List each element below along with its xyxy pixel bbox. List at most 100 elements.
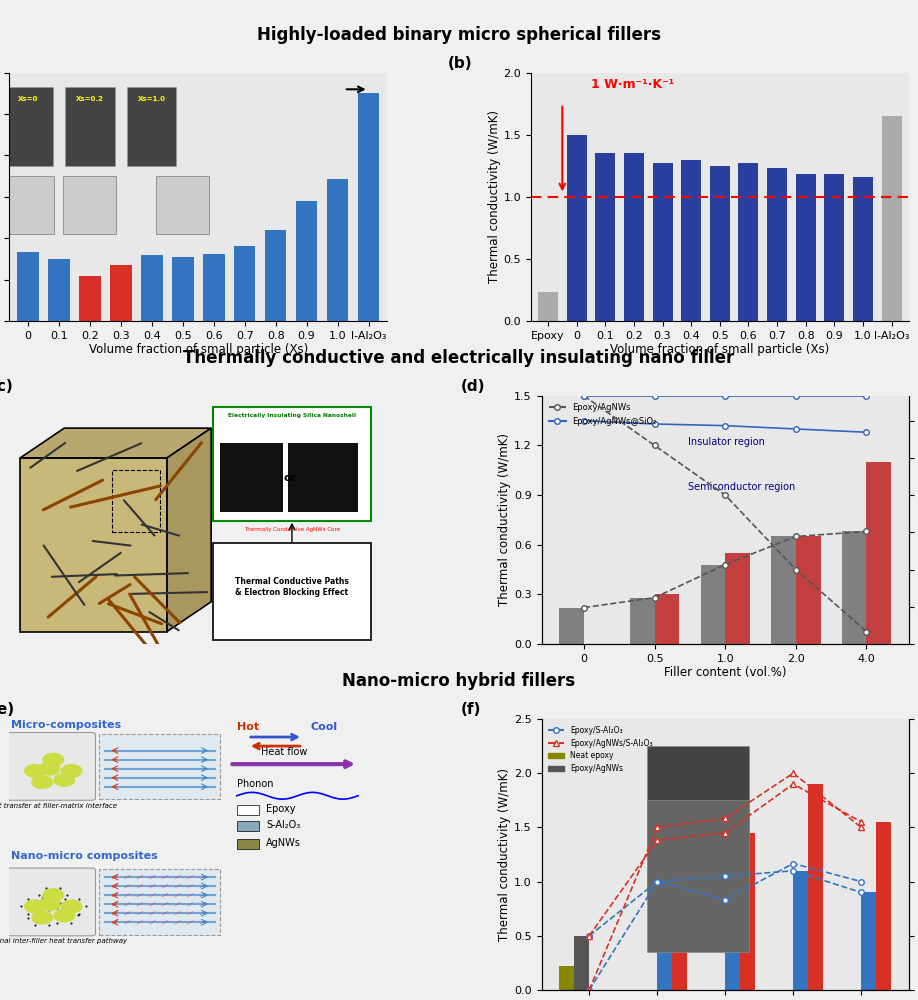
FancyBboxPatch shape (647, 746, 749, 898)
Bar (867, 462, 891, 644)
Bar (264, 230, 286, 321)
Y-axis label: Thermal conductivity (W/mK): Thermal conductivity (W/mK) (487, 110, 500, 283)
Text: Semiconductor region: Semiconductor region (688, 482, 796, 492)
Text: Heat flow: Heat flow (262, 747, 308, 757)
Bar (672, 840, 688, 990)
Text: Hot: Hot (237, 722, 259, 732)
Bar (17, 252, 39, 321)
Bar (48, 259, 70, 321)
Bar (296, 201, 318, 321)
Bar (575, 936, 589, 990)
Text: 1 W·m⁻¹·K⁻¹: 1 W·m⁻¹·K⁻¹ (591, 78, 674, 91)
Bar (595, 153, 615, 321)
Text: Insulator region: Insulator region (688, 437, 766, 447)
Text: (e): (e) (0, 702, 15, 717)
Circle shape (43, 889, 63, 901)
FancyBboxPatch shape (220, 443, 283, 512)
Bar (655, 594, 679, 644)
FancyBboxPatch shape (237, 805, 259, 815)
Circle shape (62, 765, 82, 777)
Circle shape (25, 765, 45, 777)
Bar (657, 882, 672, 990)
Text: S-Al₂O₃: S-Al₂O₃ (266, 820, 300, 830)
Text: Phonon: Phonon (237, 779, 274, 789)
Y-axis label: Thermal conductivity (W/mK): Thermal conductivity (W/mK) (498, 768, 511, 941)
Circle shape (39, 762, 60, 775)
Bar (79, 276, 101, 321)
FancyBboxPatch shape (127, 87, 176, 166)
FancyBboxPatch shape (288, 443, 358, 512)
Bar (624, 153, 644, 321)
Bar (653, 163, 673, 321)
Bar (358, 93, 379, 321)
Text: Nano-micro hybrid fillers: Nano-micro hybrid fillers (342, 672, 576, 690)
Bar (538, 292, 558, 321)
Circle shape (43, 753, 63, 766)
Circle shape (32, 776, 52, 789)
Bar (824, 174, 845, 321)
Bar (861, 892, 876, 990)
FancyBboxPatch shape (3, 87, 52, 166)
Circle shape (39, 898, 60, 910)
Bar (710, 166, 730, 321)
Text: Highly-loaded binary micro spherical fillers: Highly-loaded binary micro spherical fil… (257, 26, 661, 44)
FancyBboxPatch shape (2, 176, 54, 234)
Bar (796, 536, 821, 644)
Bar (740, 833, 756, 990)
Polygon shape (20, 458, 167, 632)
FancyBboxPatch shape (237, 821, 259, 831)
Bar (771, 536, 796, 644)
Text: Thermally Conductive AgNWs Core: Thermally Conductive AgNWs Core (244, 527, 340, 532)
Bar (559, 608, 584, 644)
Bar (172, 257, 194, 321)
X-axis label: Filler content (vol.%): Filler content (vol.%) (664, 666, 787, 679)
Bar (725, 876, 740, 990)
Polygon shape (167, 428, 211, 632)
FancyBboxPatch shape (65, 87, 115, 166)
Bar (110, 265, 131, 321)
Bar (853, 177, 873, 321)
FancyBboxPatch shape (647, 800, 749, 952)
Bar (876, 822, 891, 990)
Bar (140, 255, 162, 321)
Text: (d): (d) (461, 379, 486, 394)
FancyBboxPatch shape (99, 869, 220, 935)
Circle shape (54, 774, 74, 786)
FancyBboxPatch shape (213, 543, 371, 640)
Text: Electrically Insulating Silica Nanoshell: Electrically Insulating Silica Nanoshell (228, 413, 356, 418)
FancyBboxPatch shape (63, 176, 116, 234)
Bar (681, 160, 701, 321)
Text: Additional inter-filler heat transfer pathway: Additional inter-filler heat transfer pa… (0, 938, 128, 944)
Text: Thermally conductive and electrically insulating nano filler: Thermally conductive and electrically in… (184, 349, 734, 367)
Bar (725, 553, 750, 644)
X-axis label: Volume fraction of small particle (Xs): Volume fraction of small particle (Xs) (88, 343, 308, 356)
FancyBboxPatch shape (7, 733, 95, 800)
Circle shape (54, 909, 74, 922)
Text: Xs=1.0: Xs=1.0 (138, 96, 166, 102)
Legend: Epoxy/S-Al₂O₃, Epoxy/AgNWs/S-Al₂O₃, Neat epoxy, Epoxy/AgNWs: Epoxy/S-Al₂O₃, Epoxy/AgNWs/S-Al₂O₃, Neat… (545, 723, 655, 776)
Bar (738, 163, 758, 321)
Bar (796, 174, 816, 321)
Text: Cool: Cool (310, 722, 338, 732)
Text: Xs=0: Xs=0 (17, 96, 38, 102)
Bar (234, 246, 255, 321)
Circle shape (25, 900, 45, 913)
Bar (566, 135, 587, 321)
Bar (327, 179, 349, 321)
FancyBboxPatch shape (237, 839, 259, 849)
Bar (559, 966, 575, 990)
Bar (881, 116, 901, 321)
Bar (767, 168, 787, 321)
FancyBboxPatch shape (213, 407, 371, 521)
X-axis label: Volume fraction of small particle (Xs): Volume fraction of small particle (Xs) (610, 343, 830, 356)
Text: Thermal Conductive Paths
& Electron Blocking Effect: Thermal Conductive Paths & Electron Bloc… (235, 577, 349, 597)
Bar (700, 565, 725, 644)
Circle shape (32, 911, 52, 924)
FancyBboxPatch shape (7, 868, 95, 936)
Text: Micro-composites: Micro-composites (11, 720, 121, 730)
Polygon shape (20, 428, 211, 458)
Bar (203, 254, 225, 321)
Text: (c): (c) (0, 379, 14, 394)
Text: (f): (f) (461, 702, 481, 717)
Text: (b): (b) (448, 56, 472, 71)
